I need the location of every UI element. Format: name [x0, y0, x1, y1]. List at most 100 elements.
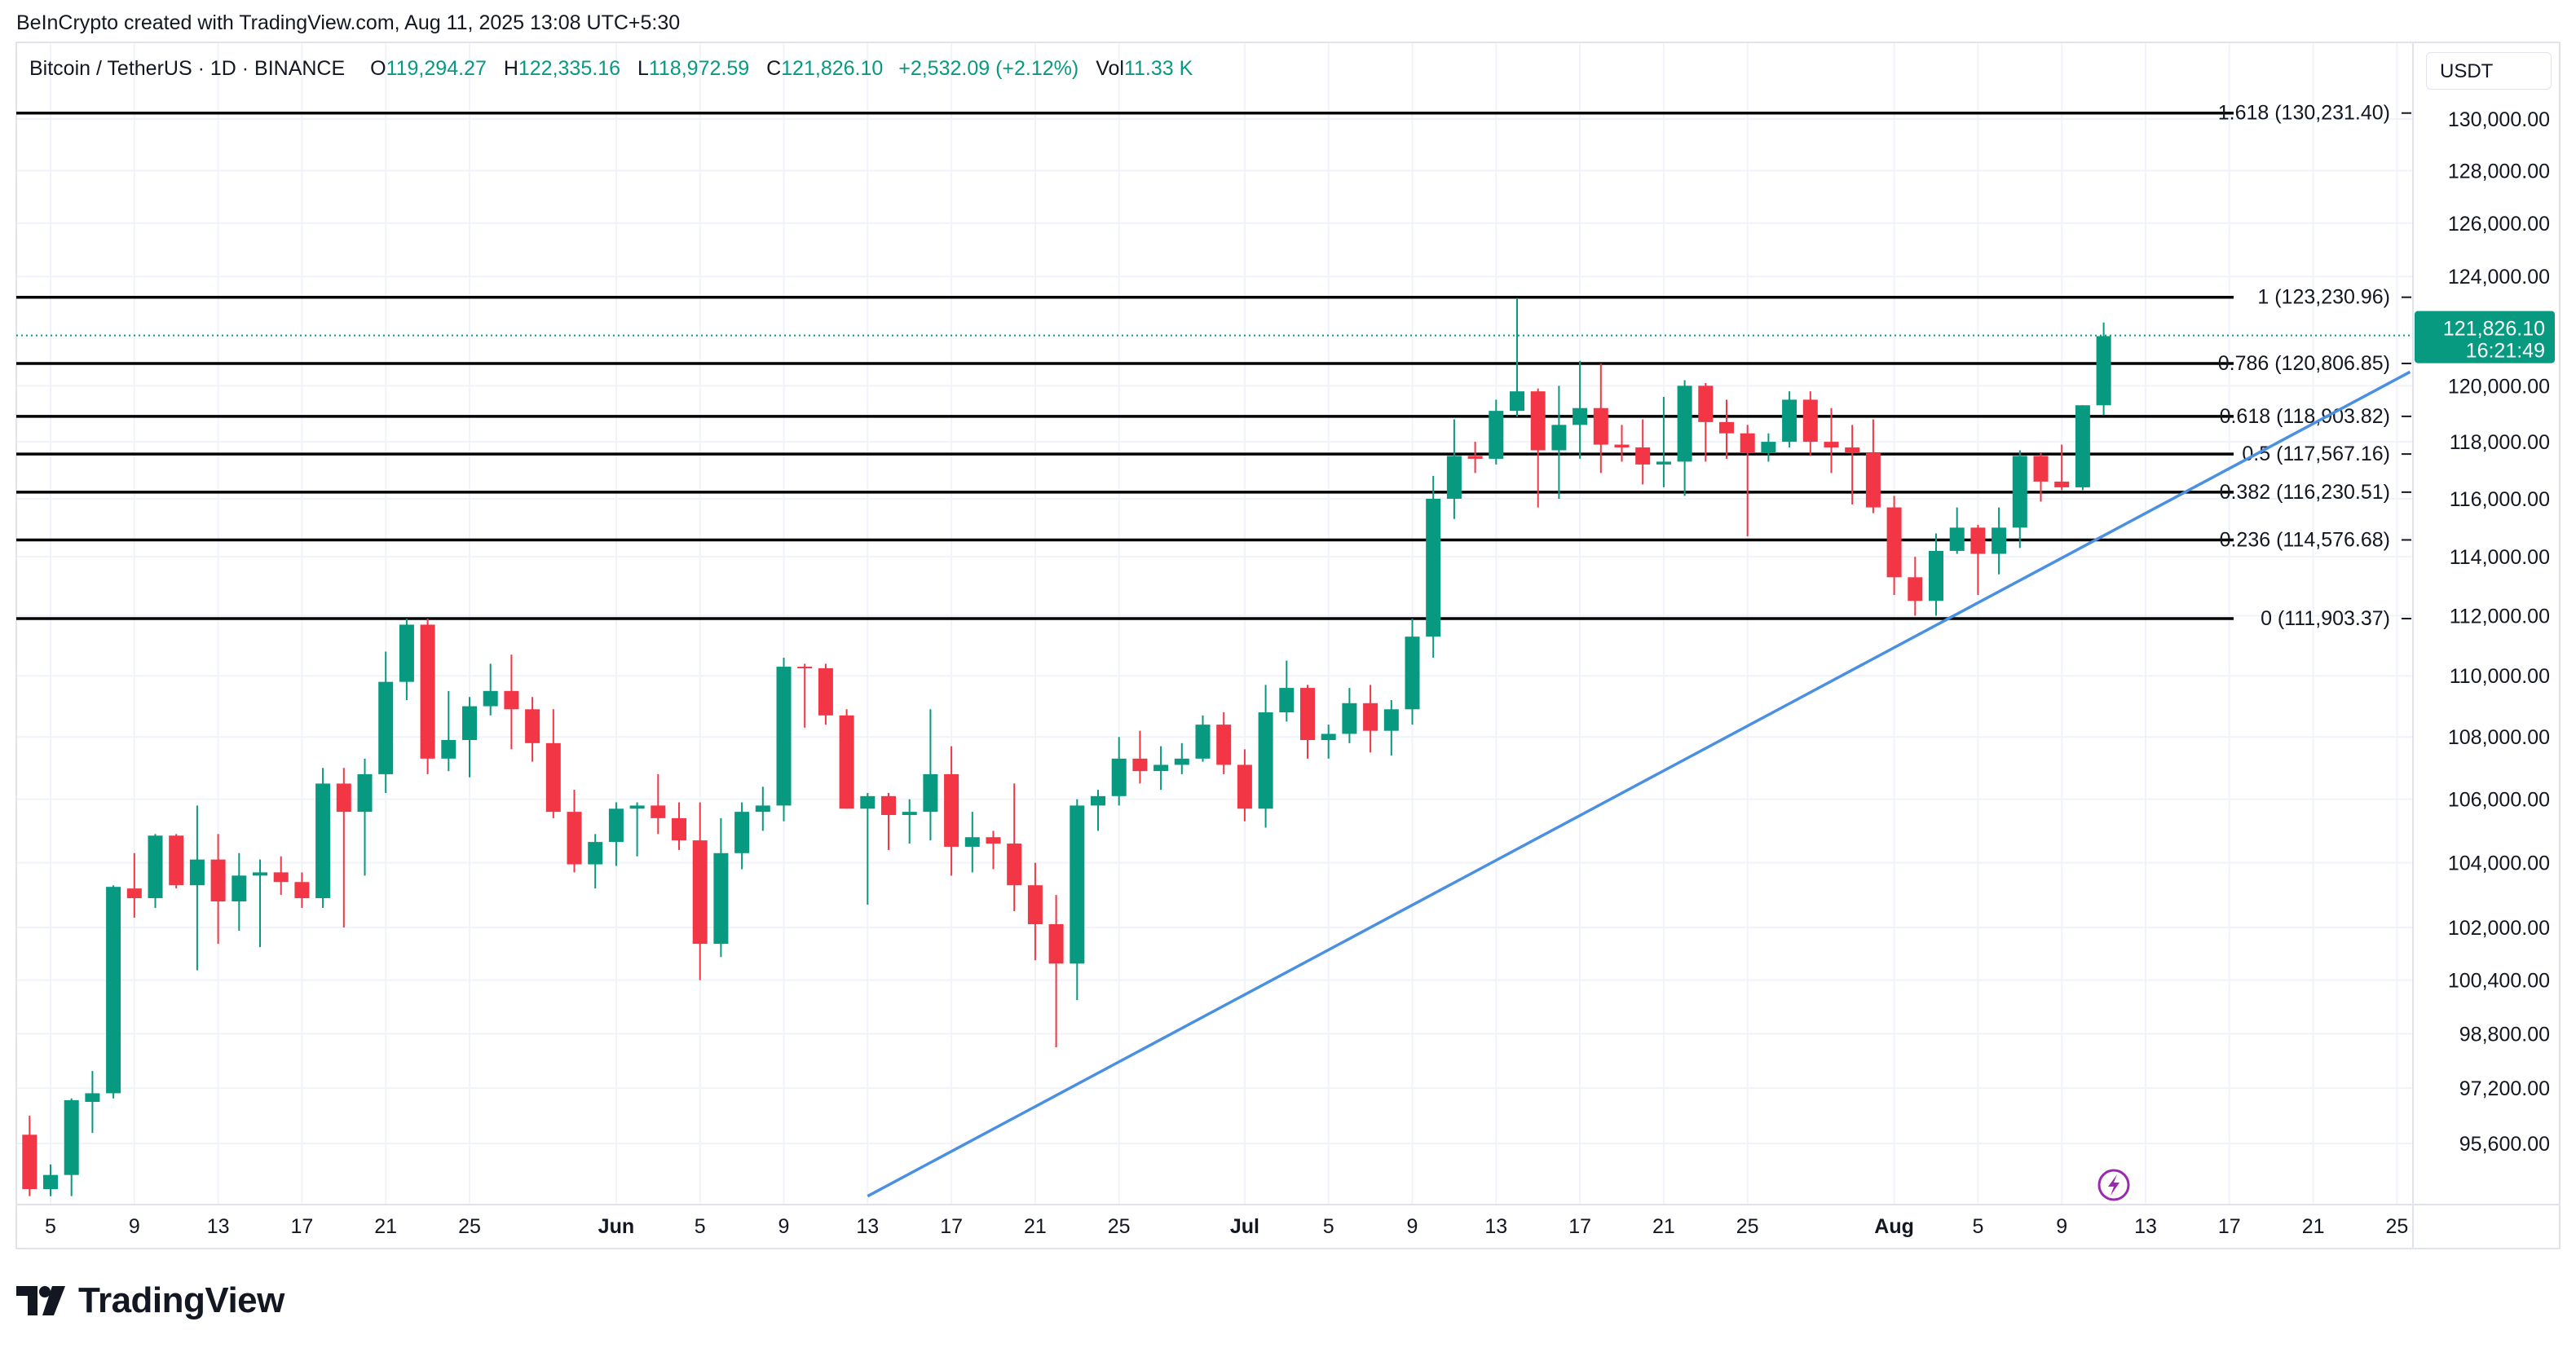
candle[interactable] [441, 690, 457, 772]
candle[interactable] [1656, 397, 1671, 487]
candle[interactable] [294, 872, 310, 909]
candle[interactable] [357, 758, 373, 876]
candle[interactable] [2012, 450, 2027, 548]
candle[interactable] [399, 619, 414, 701]
candle[interactable] [1383, 700, 1399, 756]
candle[interactable] [2075, 405, 2090, 491]
candle[interactable] [1719, 399, 1734, 459]
candle[interactable] [1865, 419, 1881, 513]
candle[interactable] [1426, 475, 1441, 658]
candle[interactable] [1258, 685, 1273, 828]
candle[interactable] [210, 834, 226, 945]
candle[interactable] [1698, 382, 1714, 462]
candle[interactable] [64, 1098, 79, 1196]
candle[interactable] [1446, 419, 1462, 519]
candle[interactable] [232, 852, 247, 932]
candle[interactable] [545, 709, 561, 818]
candle[interactable] [1048, 895, 1064, 1047]
candle[interactable] [85, 1071, 100, 1134]
candle[interactable] [1677, 380, 1692, 496]
candle[interactable] [336, 768, 351, 927]
candle[interactable] [1405, 619, 1420, 725]
candle[interactable] [2054, 444, 2070, 491]
candle[interactable] [1802, 391, 1818, 456]
candle[interactable] [1279, 660, 1295, 722]
candle[interactable] [1845, 425, 1860, 505]
candle[interactable] [420, 619, 435, 774]
candle[interactable] [169, 834, 184, 889]
candle[interactable] [2096, 322, 2111, 416]
candle[interactable] [734, 802, 750, 870]
candle[interactable] [2033, 452, 2049, 502]
time-axis[interactable]: 5 9 13 17 21 25 Jun 5 9 13 17 21 25 Jul 5 9 13 17 21 25 Aug 5… [45, 1215, 2408, 1238]
candle[interactable] [1111, 737, 1127, 806]
candle[interactable] [588, 834, 603, 889]
candle[interactable] [923, 709, 938, 841]
candle[interactable] [1007, 783, 1022, 911]
candle[interactable] [692, 802, 708, 980]
candle[interactable] [43, 1164, 58, 1196]
candle[interactable] [126, 852, 142, 918]
candle[interactable] [106, 885, 121, 1099]
candle[interactable] [567, 790, 582, 873]
candle[interactable] [1510, 297, 1524, 417]
candle[interactable] [525, 697, 540, 762]
candle[interactable] [651, 773, 666, 835]
candle[interactable] [1740, 425, 1755, 537]
candle[interactable] [22, 1115, 37, 1196]
candlestick-series[interactable] [22, 297, 2111, 1196]
candle[interactable] [1614, 425, 1630, 462]
candle[interactable] [1593, 363, 1608, 474]
candle[interactable] [1929, 533, 1943, 616]
candle[interactable] [797, 663, 813, 728]
candle[interactable] [1174, 742, 1189, 774]
candle[interactable] [1300, 685, 1315, 759]
candle[interactable] [253, 859, 267, 948]
trendline[interactable] [867, 370, 2411, 1198]
ascending-trendline[interactable] [867, 370, 2411, 1198]
candle[interactable] [986, 830, 1001, 870]
candle[interactable] [1489, 399, 1504, 465]
candle[interactable] [1635, 419, 1651, 485]
fibonacci-levels[interactable]: 1.618 (130,231.40) 1 (123,230.96) 0.786 (1… [16, 102, 2411, 630]
candle[interactable] [608, 802, 624, 866]
candle[interactable] [839, 709, 854, 809]
candle[interactable] [755, 786, 770, 831]
candle[interactable] [1342, 688, 1357, 743]
price-axis[interactable]: 95,600.00 97,200.00 98,800.00 100,400.00 102… [2448, 108, 2550, 1156]
candle[interactable] [964, 812, 980, 873]
candle[interactable] [1573, 360, 1588, 459]
candle[interactable] [1970, 524, 1986, 596]
candle[interactable] [148, 834, 163, 909]
candle[interactable] [1551, 385, 1567, 499]
candle[interactable] [189, 805, 205, 971]
candle[interactable] [1949, 507, 1965, 554]
candle[interactable] [1992, 507, 2007, 575]
symbol-name[interactable]: Bitcoin / TetherUS · 1D · BINANCE [29, 57, 346, 80]
candle[interactable] [1321, 725, 1336, 759]
candle[interactable] [818, 663, 833, 725]
candle[interactable] [378, 651, 394, 793]
candle[interactable] [1195, 715, 1211, 762]
candle[interactable] [881, 792, 896, 850]
candle[interactable] [672, 802, 686, 850]
candle[interactable] [944, 746, 959, 876]
candle[interactable] [1761, 433, 1776, 462]
lightning-icon[interactable] [2097, 1169, 2130, 1201]
candle[interactable] [713, 817, 729, 958]
candle[interactable] [1908, 557, 1923, 616]
tradingview-brand[interactable]: TradingView [16, 1276, 285, 1325]
candle[interactable] [1237, 749, 1252, 822]
candle[interactable] [776, 657, 792, 822]
candle[interactable] [1782, 391, 1797, 448]
currency-selector[interactable]: USDT [2426, 52, 2552, 90]
candle[interactable] [902, 799, 917, 844]
candle[interactable] [1153, 746, 1169, 791]
candle[interactable] [315, 768, 331, 909]
candle[interactable] [1070, 799, 1085, 1001]
candle[interactable] [860, 792, 876, 905]
candle[interactable] [462, 697, 477, 778]
candle[interactable] [1027, 862, 1043, 961]
candle[interactable] [504, 654, 519, 750]
